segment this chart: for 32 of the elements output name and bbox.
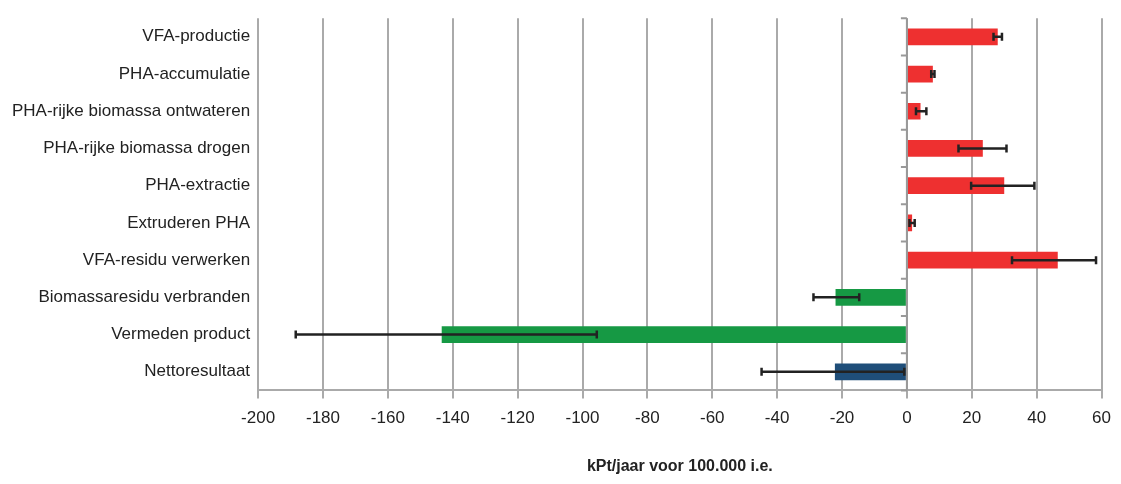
y-tick-label: PHA-rijke biomassa drogen — [43, 138, 251, 158]
x-tick-label: -80 — [635, 408, 660, 428]
x-tick-label: -200 — [241, 408, 276, 428]
y-tick-label: PHA-extractie — [145, 175, 251, 195]
x-tick-label: -180 — [305, 408, 340, 428]
x-tick-label: -20 — [829, 408, 855, 428]
y-tick-label: PHA-rijke biomassa ontwateren — [11, 100, 251, 120]
x-axis-title: kPt/jaar voor 100.000 i.e. — [586, 456, 773, 474]
bar — [907, 65, 933, 83]
x-tick-label: 60 — [1092, 408, 1112, 428]
bar — [907, 177, 1005, 195]
x-tick-label: -100 — [565, 408, 600, 428]
y-tick-label: VFA-residu verwerken — [82, 249, 251, 269]
bar — [907, 28, 998, 46]
x-tick-label: -140 — [435, 408, 470, 428]
bar — [907, 251, 1058, 269]
y-tick-label: PHA-accumulatie — [118, 63, 251, 83]
y-tick-label: Biomassaresidu verbranden — [38, 287, 251, 307]
x-tick-label: -120 — [500, 408, 535, 428]
x-tick-label: -40 — [764, 408, 790, 428]
y-tick-label: Vermeden product — [111, 324, 251, 344]
y-tick-label: VFA-productie — [142, 26, 251, 46]
y-tick-label: Nettoresultaat — [144, 361, 251, 381]
y-tick-label: Extruderen PHA — [127, 212, 251, 232]
x-tick-label: -60 — [699, 408, 725, 428]
bar — [835, 288, 906, 306]
bar — [441, 326, 906, 343]
x-tick-label: 40 — [1027, 408, 1047, 428]
x-tick-label: 0 — [902, 408, 912, 428]
x-tick-label: -160 — [370, 408, 405, 428]
bar — [907, 140, 983, 157]
x-tick-label: 20 — [962, 408, 982, 428]
